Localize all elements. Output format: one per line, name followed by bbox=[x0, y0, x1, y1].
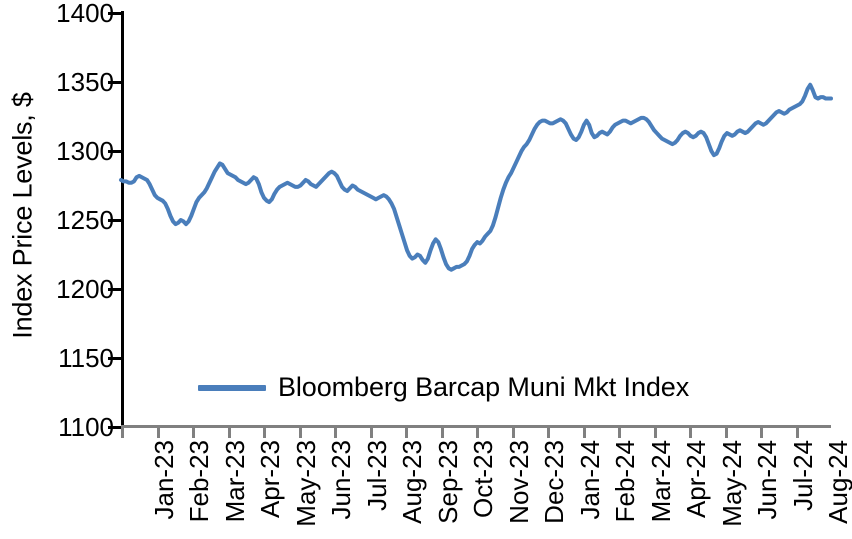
x-tick-label: Aug-24 bbox=[823, 440, 852, 524]
legend-label: Bloomberg Barcap Muni Mkt Index bbox=[278, 372, 690, 402]
y-tick-label: 1350 bbox=[56, 67, 114, 97]
y-tick-label: 1300 bbox=[56, 136, 114, 166]
x-tick-mark bbox=[192, 428, 195, 438]
x-tick-label: May-23 bbox=[290, 440, 321, 527]
y-tick-mark bbox=[108, 357, 121, 360]
x-tick-mark bbox=[334, 428, 337, 438]
x-tick-mark bbox=[227, 428, 231, 438]
x-tick-label: Jun-23 bbox=[326, 440, 357, 520]
x-tick-mark bbox=[263, 428, 266, 438]
x-tick-mark bbox=[121, 428, 124, 438]
x-tick-label: Dec-23 bbox=[539, 440, 570, 524]
x-tick-label: Sep-23 bbox=[432, 440, 463, 524]
series-line-bloomberg-barcap-muni-mkt-index bbox=[119, 82, 833, 272]
y-tick-mark bbox=[108, 12, 121, 15]
legend-swatch-icon bbox=[198, 384, 266, 391]
y-axis-title-text: Index Price Levels, $ bbox=[7, 91, 38, 339]
y-tick-label: 1200 bbox=[56, 274, 114, 304]
x-tick-mark bbox=[724, 428, 728, 438]
x-tick-mark bbox=[156, 428, 160, 438]
plot-area bbox=[108, 12, 833, 429]
y-axis-line bbox=[121, 11, 124, 429]
x-tick-label: Feb-23 bbox=[184, 440, 215, 523]
x-tick-label: Apr-24 bbox=[681, 440, 712, 519]
x-tick-label: Aug-23 bbox=[397, 440, 428, 524]
x-tick-label: Apr-23 bbox=[255, 440, 286, 519]
x-tick-label: Nov-23 bbox=[503, 440, 534, 524]
y-tick-mark bbox=[108, 150, 121, 153]
x-tick-label: Jan-23 bbox=[148, 440, 179, 520]
x-tick-label: Jul-23 bbox=[361, 440, 392, 511]
x-tick-mark bbox=[547, 428, 550, 438]
y-tick-label: 1100 bbox=[58, 412, 114, 442]
chart-legend: Bloomberg Barcap Muni Mkt Index bbox=[198, 372, 689, 403]
y-axis-title: Index Price Levels, $ bbox=[0, 0, 46, 430]
x-tick-mark bbox=[582, 428, 586, 438]
x-tick-mark bbox=[440, 428, 444, 438]
x-tick-mark bbox=[795, 428, 799, 438]
x-tick-label: May-24 bbox=[716, 440, 747, 527]
y-tick-mark bbox=[108, 426, 121, 429]
x-tick-label: Oct-23 bbox=[468, 440, 499, 519]
y-tick-mark bbox=[108, 81, 121, 84]
x-tick-mark bbox=[369, 428, 373, 438]
x-tick-label: Mar-23 bbox=[219, 440, 250, 523]
x-tick-mark bbox=[689, 428, 692, 438]
y-tick-label: 1150 bbox=[58, 343, 114, 373]
x-tick-mark bbox=[618, 428, 621, 438]
x-tick-label: Jan-24 bbox=[574, 440, 605, 520]
series-line-chart bbox=[119, 82, 833, 272]
x-axis-tick-labels: Jan-23 Feb-23 Mar-23 Apr-23 May-23 Jun-23 Jul-… bbox=[121, 428, 852, 539]
y-axis-tick-labels: 1400 1350 1300 1250 1200 1150 1100 bbox=[46, 0, 114, 539]
x-tick-mark bbox=[511, 428, 515, 438]
x-tick-mark bbox=[760, 428, 763, 438]
y-tick-mark bbox=[108, 219, 121, 222]
y-tick-mark bbox=[108, 288, 121, 291]
x-tick-label: Jun-24 bbox=[752, 440, 783, 520]
x-tick-label: Feb-24 bbox=[610, 440, 641, 523]
x-tick-label: Jul-24 bbox=[787, 440, 818, 511]
x-axis-line bbox=[121, 425, 831, 428]
y-tick-label: 1250 bbox=[56, 205, 114, 235]
x-tick-mark bbox=[298, 428, 302, 438]
x-tick-mark bbox=[405, 428, 408, 438]
x-tick-label: Mar-24 bbox=[645, 440, 676, 523]
y-tick-label: 1400 bbox=[56, 0, 114, 28]
x-tick-mark bbox=[476, 428, 479, 438]
x-tick-mark bbox=[653, 428, 657, 438]
